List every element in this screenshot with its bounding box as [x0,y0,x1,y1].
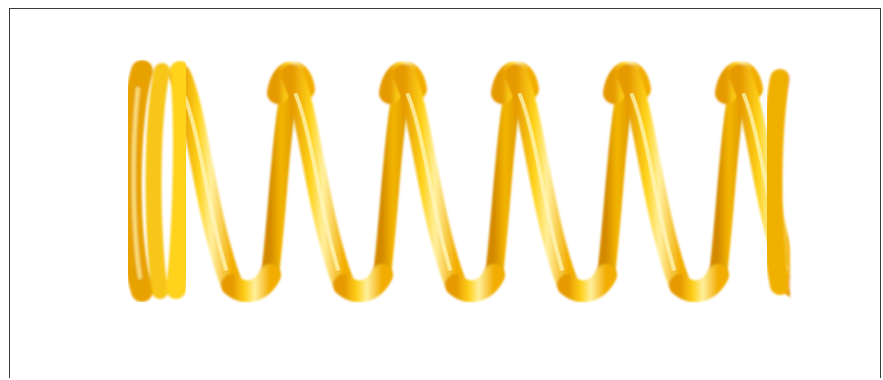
coil-bottom-loop [445,264,505,303]
coil-bottom-loop [557,264,617,303]
coil-highlight [630,93,676,271]
coil-highlight [406,93,452,271]
coil-highlight [518,93,564,271]
spring-left-end-coil [119,60,193,302]
spring-back-strands [261,66,749,284]
coil-back-strand [709,66,749,284]
coil-back-strand [373,66,413,284]
coil-highlight [294,93,340,271]
coil-back-strand [261,66,301,284]
coil-bottom-loop [333,264,393,303]
coil-bottom-loop [669,264,729,303]
coil-back-strand [597,66,637,284]
coil-spring-photo [119,49,880,329]
coil-bottom-loop [221,264,281,303]
spring-highlights [182,93,788,271]
coil-back-strand [485,66,525,284]
spring-right-end-coil [762,49,880,329]
image-frame [9,8,881,378]
